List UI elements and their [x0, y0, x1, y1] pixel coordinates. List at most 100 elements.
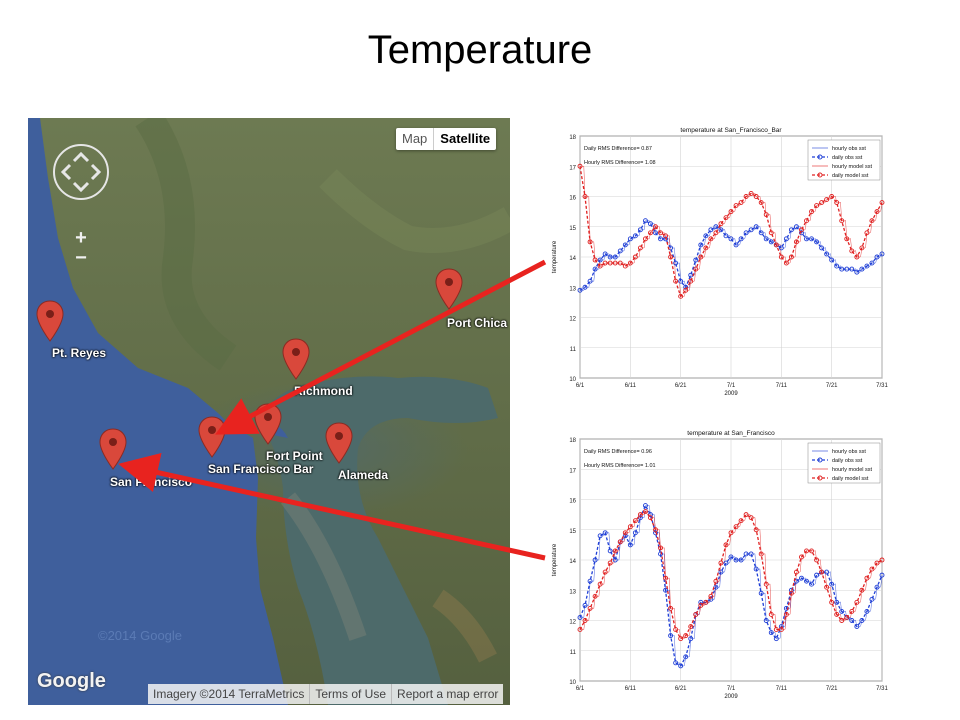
data-point — [743, 512, 749, 518]
data-point — [592, 266, 598, 272]
data-point — [648, 515, 653, 521]
data-point — [637, 512, 643, 518]
data-point — [849, 618, 855, 623]
data-point — [839, 218, 845, 224]
data-point — [698, 602, 704, 608]
satellite-button[interactable]: Satellite — [433, 128, 496, 150]
data-point — [602, 260, 608, 266]
legend-label: daily model sst — [832, 476, 869, 482]
map-marker-icon[interactable] — [254, 403, 282, 445]
map-attribution: Imagery ©2014 TerraMetrics Terms of Use … — [148, 684, 504, 704]
zoom-in-button[interactable]: + — [75, 227, 87, 249]
map-view[interactable]: ©2014 Google Map Satellite + − Pt. Reyes… — [28, 118, 510, 705]
data-point — [683, 633, 689, 639]
data-point — [632, 254, 638, 260]
legend-label: hourly model sst — [832, 467, 873, 473]
data-point — [778, 627, 784, 633]
terms-link[interactable]: Terms of Use — [309, 684, 391, 704]
data-point — [799, 227, 804, 233]
marker-label-fort-point: Fort Point — [266, 449, 323, 463]
legend-label: hourly obs sst — [832, 146, 866, 152]
data-point — [678, 636, 684, 642]
data-point — [678, 663, 684, 669]
x-tick-label: 7/31 — [876, 686, 888, 692]
marker-label-san-francisco: San Francisco — [110, 475, 193, 489]
map-marker-icon[interactable] — [282, 338, 310, 380]
chart-sf-svg: 10 11 12 13 14 15 16 17 18 6/1 6/11 6/21 7/1 7/11 7/21… — [552, 430, 888, 700]
legend-label: hourly model sst — [832, 164, 873, 170]
report-error-link[interactable]: Report a map error — [391, 684, 503, 704]
chart-title: temperature at San_Francisco — [687, 430, 775, 437]
map-marker-icon[interactable] — [435, 268, 463, 310]
data-point — [799, 575, 804, 581]
data-point — [698, 242, 704, 248]
data-point — [718, 560, 724, 566]
data-point — [683, 287, 689, 293]
data-point — [859, 618, 865, 623]
data-point — [854, 624, 860, 630]
data-point — [587, 239, 593, 245]
data-point — [804, 236, 809, 242]
data-point — [587, 605, 593, 611]
map-marker-icon[interactable] — [99, 428, 127, 470]
data-point — [612, 548, 618, 554]
data-point — [733, 203, 739, 209]
y-tick-label: 16 — [569, 196, 576, 202]
data-point — [708, 236, 714, 242]
data-point — [854, 269, 860, 275]
data-point — [869, 260, 875, 266]
rms-annotation: Daily RMS Difference= 0.87 — [584, 146, 652, 152]
data-point — [804, 548, 809, 554]
map-marker-icon[interactable] — [36, 300, 64, 342]
marker-label-richmond: Richmond — [294, 384, 353, 398]
data-point — [738, 236, 744, 242]
data-point — [703, 245, 709, 251]
data-point — [688, 278, 694, 284]
data-point — [859, 587, 865, 593]
data-point — [597, 257, 603, 263]
data-point — [668, 605, 674, 611]
data-point — [874, 584, 880, 590]
pan-control[interactable] — [53, 144, 109, 200]
data-point — [768, 239, 774, 245]
data-point — [683, 654, 689, 660]
data-point — [824, 251, 830, 257]
data-point — [648, 221, 653, 227]
data-point — [653, 230, 658, 236]
data-point — [819, 200, 825, 206]
legend-marker — [817, 172, 823, 178]
data-point — [648, 230, 653, 236]
map-marker-icon[interactable] — [325, 422, 353, 464]
data-point — [597, 263, 603, 269]
data-point — [587, 278, 593, 284]
pan-arrows-icon — [60, 151, 102, 193]
y-tick-label: 17 — [569, 468, 576, 474]
data-point — [788, 590, 794, 596]
map-marker-icon[interactable] — [198, 416, 226, 458]
data-point — [642, 218, 648, 224]
data-point — [783, 236, 789, 242]
data-point — [839, 618, 845, 623]
zoom-out-button[interactable]: − — [75, 247, 87, 269]
data-point — [748, 227, 754, 233]
legend-marker — [817, 475, 823, 481]
data-point — [814, 239, 820, 245]
y-tick-label: 12 — [569, 317, 576, 323]
data-point — [824, 584, 830, 590]
data-point — [668, 254, 674, 260]
data-point — [788, 254, 794, 260]
data-point — [809, 209, 814, 215]
chart-sf-bar: 10 11 12 13 14 15 16 17 18 6/1 6/11 6/21 7/1 7/11 7/21… — [538, 122, 894, 404]
data-point — [673, 278, 679, 284]
zoom-control: + − — [70, 228, 92, 268]
data-point — [763, 618, 769, 623]
data-point — [592, 593, 598, 599]
data-point — [703, 233, 709, 239]
data-point — [753, 566, 759, 572]
y-tick-label: 18 — [569, 438, 576, 444]
data-point — [743, 230, 749, 236]
y-tick-label: 10 — [569, 680, 576, 686]
data-point — [879, 251, 885, 257]
map-button[interactable]: Map — [402, 131, 428, 146]
data-point — [753, 224, 759, 230]
